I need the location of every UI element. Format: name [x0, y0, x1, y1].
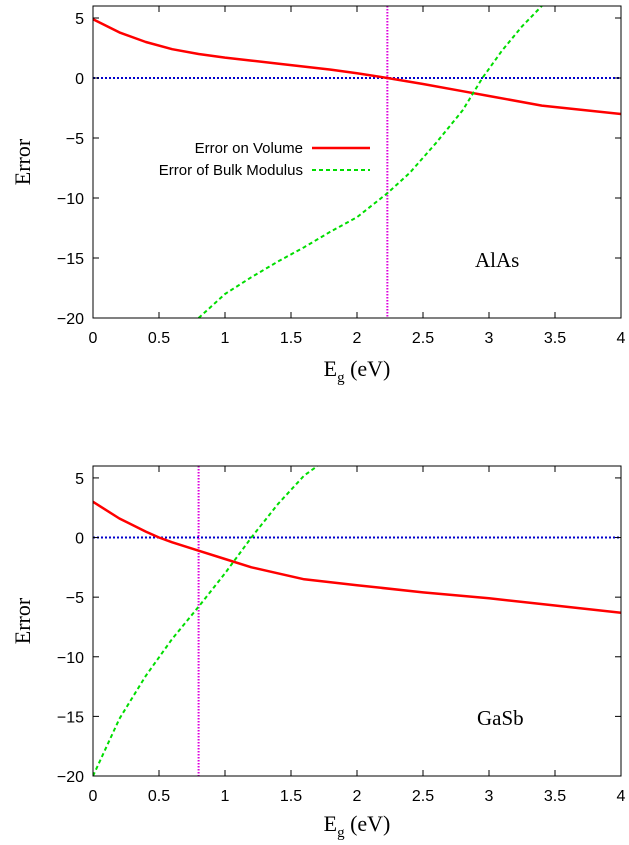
- series-line-error-of-bulk-modulus: [197, 6, 543, 318]
- legend-entry-bulk-modulus: Error of Bulk Modulus: [159, 162, 370, 179]
- panel-1-annotation: GaSb: [477, 706, 524, 730]
- legend-label-volume: Error on Volume: [195, 140, 303, 157]
- y-tick-label: −15: [57, 251, 84, 268]
- x-tick-label: 0.5: [148, 330, 170, 347]
- x-tick-label: 0: [89, 788, 98, 805]
- series-line-error-on-volume: [93, 500, 621, 614]
- panel-0-x-axis-title: Eg (eV): [324, 356, 391, 386]
- legend: Error on Volume Error of Bulk Modulus: [159, 140, 370, 179]
- x-tick-label: 3: [485, 788, 494, 805]
- x-tick-label: 2: [353, 330, 362, 347]
- x-tick-label: 3.5: [544, 788, 566, 805]
- x-tick-label: 0: [89, 330, 98, 347]
- panel-1-x-axis-title: Eg (eV): [324, 811, 391, 841]
- x-tick-label: 1.5: [280, 788, 302, 805]
- y-tick-label: −15: [57, 709, 84, 726]
- panel-0-lines: [93, 6, 621, 318]
- panel-1-y-axis-title: Error: [10, 597, 35, 644]
- x-tick-label: 1.5: [280, 330, 302, 347]
- y-tick-label: 5: [75, 471, 84, 488]
- x-tick-label: 2.5: [412, 330, 434, 347]
- y-tick-label: −5: [66, 590, 84, 607]
- panel-1-lines: [93, 466, 621, 776]
- x-tick-label: 1: [221, 788, 230, 805]
- x-tick-label: 2: [353, 788, 362, 805]
- panel-1-plot-frame: [92, 465, 622, 777]
- panel-0-x-ticks: 0 0.5 1 1.5 2 2.5 3 3.5 4: [89, 6, 626, 347]
- legend-label-bulk-modulus: Error of Bulk Modulus: [159, 162, 303, 179]
- panel-0-y-ticks: 5 0 −5 −10 −15 −20: [57, 11, 621, 328]
- x-tick-label: 1: [221, 330, 230, 347]
- x-tick-label: 0.5: [148, 788, 170, 805]
- panel-1-x-ticks: 0 0.5 1 1.5 2 2.5 3 3.5 4: [89, 466, 626, 805]
- panel-0-y-axis-title: Error: [10, 138, 35, 185]
- x-tick-label: 2.5: [412, 788, 434, 805]
- y-tick-label: −20: [57, 311, 84, 328]
- x-tick-label: 4: [617, 788, 626, 805]
- chart-panel-alas: 0 0.5 1 1.5 2 2.5 3 3.5 4 5 0 −5 −10 −15 −20 Error Eg…: [10, 5, 626, 386]
- x-tick-label: 3: [485, 330, 494, 347]
- x-tick-label: 3.5: [544, 330, 566, 347]
- y-tick-label: 0: [75, 531, 84, 548]
- y-tick-label: 0: [75, 71, 84, 88]
- y-tick-label: −20: [57, 769, 84, 786]
- series-line-error-on-volume: [93, 18, 621, 116]
- panel-0-plot-frame: [92, 5, 622, 319]
- chart-panel-gasb: 0 0.5 1 1.5 2 2.5 3 3.5 4 5 0 −5 −10 −15 −20 Error Eg…: [10, 465, 626, 841]
- x-tick-label: 4: [617, 330, 626, 347]
- y-tick-label: −10: [57, 191, 84, 208]
- y-tick-label: −10: [57, 650, 84, 667]
- y-tick-label: 5: [75, 11, 84, 28]
- panel-1-y-ticks: 5 0 −5 −10 −15 −20: [57, 471, 621, 786]
- legend-entry-volume: Error on Volume: [195, 140, 370, 157]
- panel-0-annotation: AlAs: [475, 248, 519, 272]
- y-tick-label: −5: [66, 131, 84, 148]
- series-line-error-of-bulk-modulus: [93, 466, 318, 776]
